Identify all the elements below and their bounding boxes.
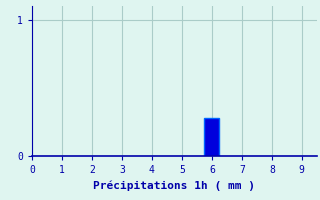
X-axis label: Précipitations 1h ( mm ): Précipitations 1h ( mm )	[93, 181, 255, 191]
Bar	[204, 118, 220, 156]
